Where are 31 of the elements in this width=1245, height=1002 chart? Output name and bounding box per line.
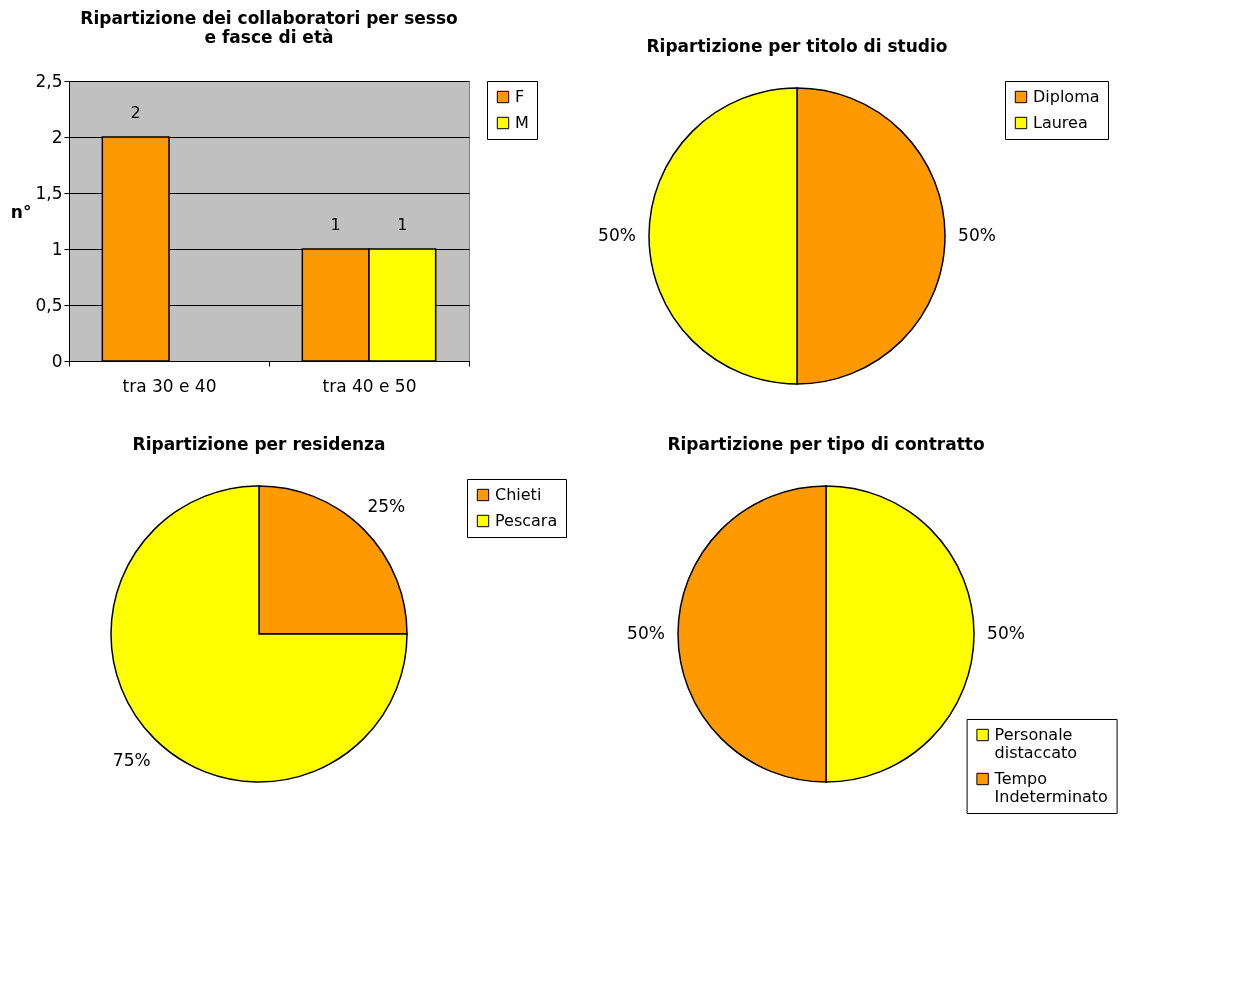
chart-title: Ripartizione per tipo di contratto bbox=[667, 434, 985, 454]
legend-label: Chieti bbox=[495, 485, 542, 504]
y-tick-label: 1,5 bbox=[35, 182, 63, 203]
legend-label: Pescara bbox=[495, 511, 558, 530]
data-label: 25% bbox=[367, 495, 406, 516]
y-tick-label: 1 bbox=[51, 238, 63, 259]
y-tick-label: 2,5 bbox=[35, 70, 63, 91]
data-label: 50% bbox=[987, 623, 1025, 643]
y-tick-label: 0 bbox=[51, 350, 63, 371]
legend-label: F bbox=[515, 87, 525, 106]
y-tick-label: 0,5 bbox=[35, 294, 63, 315]
legend-label: Personale distaccato bbox=[994, 725, 1078, 762]
legend-label: Tempo Indeterminato bbox=[993, 769, 1108, 806]
x-tick-label: tra 40 e 50 bbox=[322, 375, 417, 396]
chart-title: Ripartizione per residenza bbox=[132, 433, 386, 454]
x-tick-label: tra 30 e 40 bbox=[122, 375, 217, 396]
data-label: 50% bbox=[958, 225, 996, 245]
data-label: 2 bbox=[130, 103, 141, 122]
y-tick-label: 2 bbox=[51, 126, 63, 147]
chart-title: Ripartizione per titolo di studio bbox=[646, 35, 948, 56]
pie-slice bbox=[110, 485, 408, 783]
legend-label: M bbox=[515, 113, 529, 132]
legend-label: Laurea bbox=[1033, 113, 1088, 132]
y-axis-title: n° bbox=[10, 201, 32, 222]
data-label: 1 bbox=[397, 215, 408, 234]
data-label: 50% bbox=[627, 623, 665, 643]
chart-title: Ripartizione dei collaboratori per sesso e fasce di età bbox=[80, 8, 458, 47]
data-label: 75% bbox=[112, 750, 151, 771]
legend-label: Diploma bbox=[1033, 87, 1100, 106]
data-label: 1 bbox=[330, 215, 341, 234]
data-label: 50% bbox=[598, 225, 636, 245]
